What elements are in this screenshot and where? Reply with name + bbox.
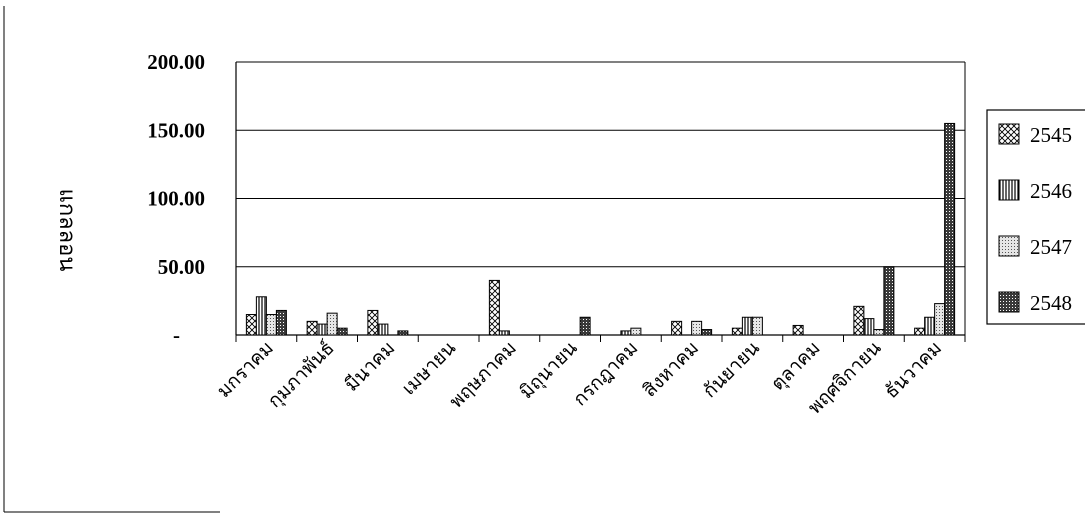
x-tick-label: กรกฎาคม <box>570 338 643 411</box>
bar-2545 <box>792 324 804 336</box>
bar-2545 <box>245 314 257 336</box>
bar-2546 <box>377 323 389 336</box>
y-axis-label: แกลลอน <box>55 189 80 272</box>
x-tick-label: กุมภาพันธ์ <box>263 337 339 413</box>
gridlines <box>236 61 965 268</box>
x-tick-label: เมษายน <box>398 338 460 400</box>
bar-2548 <box>701 329 713 336</box>
bar-2546 <box>620 330 632 336</box>
x-tick-label: กันยายน <box>699 338 764 403</box>
legend-label-2547: 2547 <box>1030 235 1072 259</box>
legend-swatch-2546 <box>998 179 1020 201</box>
bar-2547 <box>691 320 703 336</box>
bar-2548 <box>397 330 409 336</box>
legend-swatch-2545 <box>998 123 1020 145</box>
x-tick-label: มีนาคม <box>340 337 399 396</box>
bar-2547 <box>873 329 885 336</box>
bar-2546 <box>316 323 328 336</box>
bar-2548 <box>944 122 956 336</box>
bar-2545 <box>914 327 926 336</box>
bar-2547 <box>630 327 642 336</box>
bar-2548 <box>336 327 348 336</box>
bar-2546 <box>498 330 510 336</box>
y-tick-label: 200.00 <box>147 50 205 74</box>
x-tick-label: ธันวาคม <box>881 338 946 403</box>
bar-2547 <box>265 314 277 336</box>
legend-swatch-2547 <box>998 235 1020 257</box>
legend: 2545 2546 2547 2548 <box>986 109 1085 325</box>
bar-2547 <box>934 303 946 336</box>
x-tick-label: สิงหาคม <box>639 338 703 402</box>
legend-label-2546: 2546 <box>1030 179 1072 203</box>
bar-2548 <box>883 266 895 336</box>
tick-labels: -50.00100.00150.00200.00มกราคมกุมภาพันธ์… <box>147 50 946 419</box>
legend-label-2545: 2545 <box>1030 123 1072 147</box>
axes <box>235 61 966 342</box>
bar-2545 <box>306 320 318 336</box>
bar-2545 <box>671 320 683 336</box>
legend-box <box>986 109 1085 325</box>
bar-2545 <box>367 309 379 336</box>
legend-label-2548: 2548 <box>1030 291 1072 315</box>
bar-2548 <box>579 316 591 336</box>
bars <box>245 122 956 336</box>
bar-2546 <box>255 296 267 336</box>
bar-2546 <box>924 316 936 336</box>
bar-2546 <box>863 318 875 336</box>
bar-2546 <box>741 316 753 336</box>
bar-2545 <box>488 279 500 336</box>
bar-2545 <box>731 327 743 336</box>
x-tick-label: ตุลาคม <box>767 338 825 396</box>
bar-2545 <box>853 305 865 336</box>
y-tick-label: 50.00 <box>158 255 205 279</box>
bar-2547 <box>751 316 763 336</box>
legend-swatch-2548 <box>998 291 1020 313</box>
bar-2547 <box>326 312 338 336</box>
x-tick-label: พฤษภาคม <box>446 338 521 413</box>
y-tick-label: 150.00 <box>147 118 205 142</box>
bar-2548 <box>275 309 287 336</box>
y-tick-label: 100.00 <box>147 187 205 211</box>
y-tick-label: - <box>173 323 180 347</box>
